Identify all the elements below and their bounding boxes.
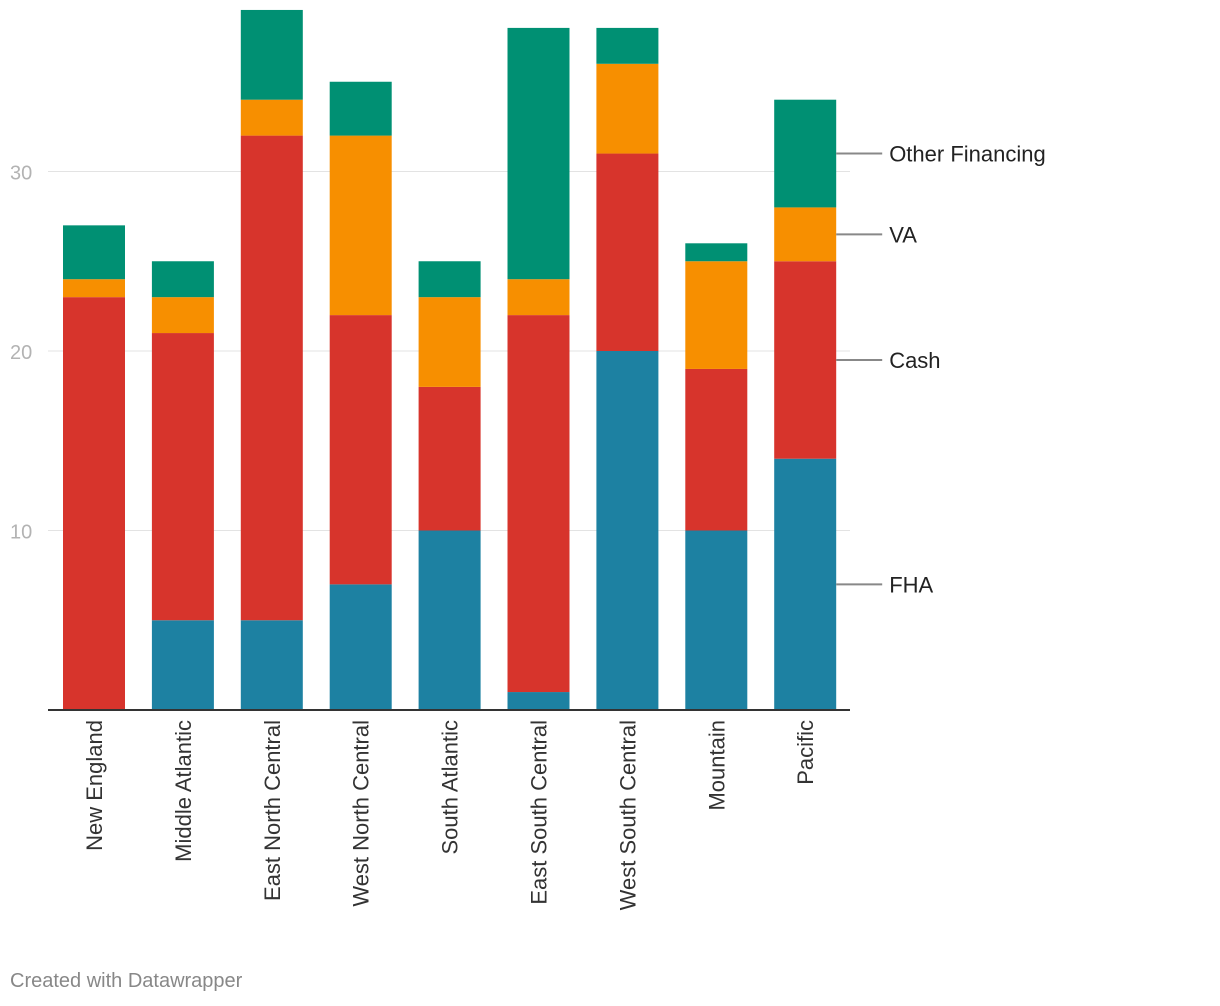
bar-va-3	[329, 135, 392, 316]
bar-cash-0	[63, 297, 125, 710]
category-label-5: East South Central	[527, 720, 552, 905]
bar-fha-5	[507, 692, 570, 710]
bar-fha-2	[240, 620, 303, 710]
category-label-8: Pacific	[793, 720, 818, 785]
legend-label-va: VA	[889, 222, 917, 247]
category-label-3: West North Central	[349, 720, 374, 907]
bar-cash-5	[507, 315, 570, 693]
legend-label-other-financing: Other Financing	[889, 142, 1046, 167]
bar-va-2	[240, 99, 303, 136]
bar-other-financing-1	[151, 261, 214, 298]
bars	[63, 9, 837, 710]
bar-fha-4	[418, 530, 481, 710]
bar-va-8	[774, 207, 837, 262]
category-label-0: New England	[82, 720, 107, 851]
y-tick-label-30: 30	[10, 163, 32, 185]
category-label-6: West South Central	[615, 720, 640, 910]
bar-cash-7	[685, 368, 748, 531]
bar-fha-7	[685, 530, 748, 710]
bar-fha-8	[774, 458, 837, 710]
bar-fha-1	[151, 620, 214, 710]
bar-va-1	[151, 297, 214, 334]
category-labels: New England Middle Atlantic East North Cen…	[82, 720, 818, 910]
y-tick-label-20: 20	[10, 342, 32, 364]
bar-cash-8	[774, 261, 837, 459]
bar-cash-1	[151, 333, 214, 621]
bar-fha-3	[329, 584, 392, 710]
bar-va-0	[63, 279, 125, 298]
bar-other-financing-8	[774, 99, 837, 208]
bar-va-4	[418, 297, 481, 387]
legend: FHA Cash VA Other Financing	[836, 142, 1046, 597]
bar-other-financing-5	[507, 27, 570, 280]
legend-label-cash: Cash	[889, 348, 940, 373]
bar-other-financing-0	[63, 225, 125, 280]
category-label-7: Mountain	[704, 720, 729, 811]
bar-cash-3	[329, 315, 392, 585]
y-tick-label-10: 10	[10, 522, 32, 544]
bar-va-7	[685, 261, 748, 369]
category-label-2: East North Central	[260, 720, 285, 901]
credit-text: Created with Datawrapper	[10, 970, 243, 992]
bar-other-financing-3	[329, 81, 392, 136]
bar-other-financing-7	[685, 243, 748, 262]
bar-other-financing-2	[240, 9, 303, 100]
bar-cash-6	[596, 153, 659, 351]
bar-va-5	[507, 279, 570, 316]
bar-fha-6	[596, 351, 659, 710]
bar-other-financing-6	[596, 27, 659, 64]
bar-cash-2	[240, 135, 303, 621]
bar-other-financing-4	[418, 261, 481, 298]
legend-label-fha: FHA	[889, 572, 933, 597]
category-label-4: South Atlantic	[438, 720, 463, 855]
bar-cash-4	[418, 386, 481, 531]
bar-va-6	[596, 63, 659, 154]
category-label-1: Middle Atlantic	[171, 720, 196, 862]
